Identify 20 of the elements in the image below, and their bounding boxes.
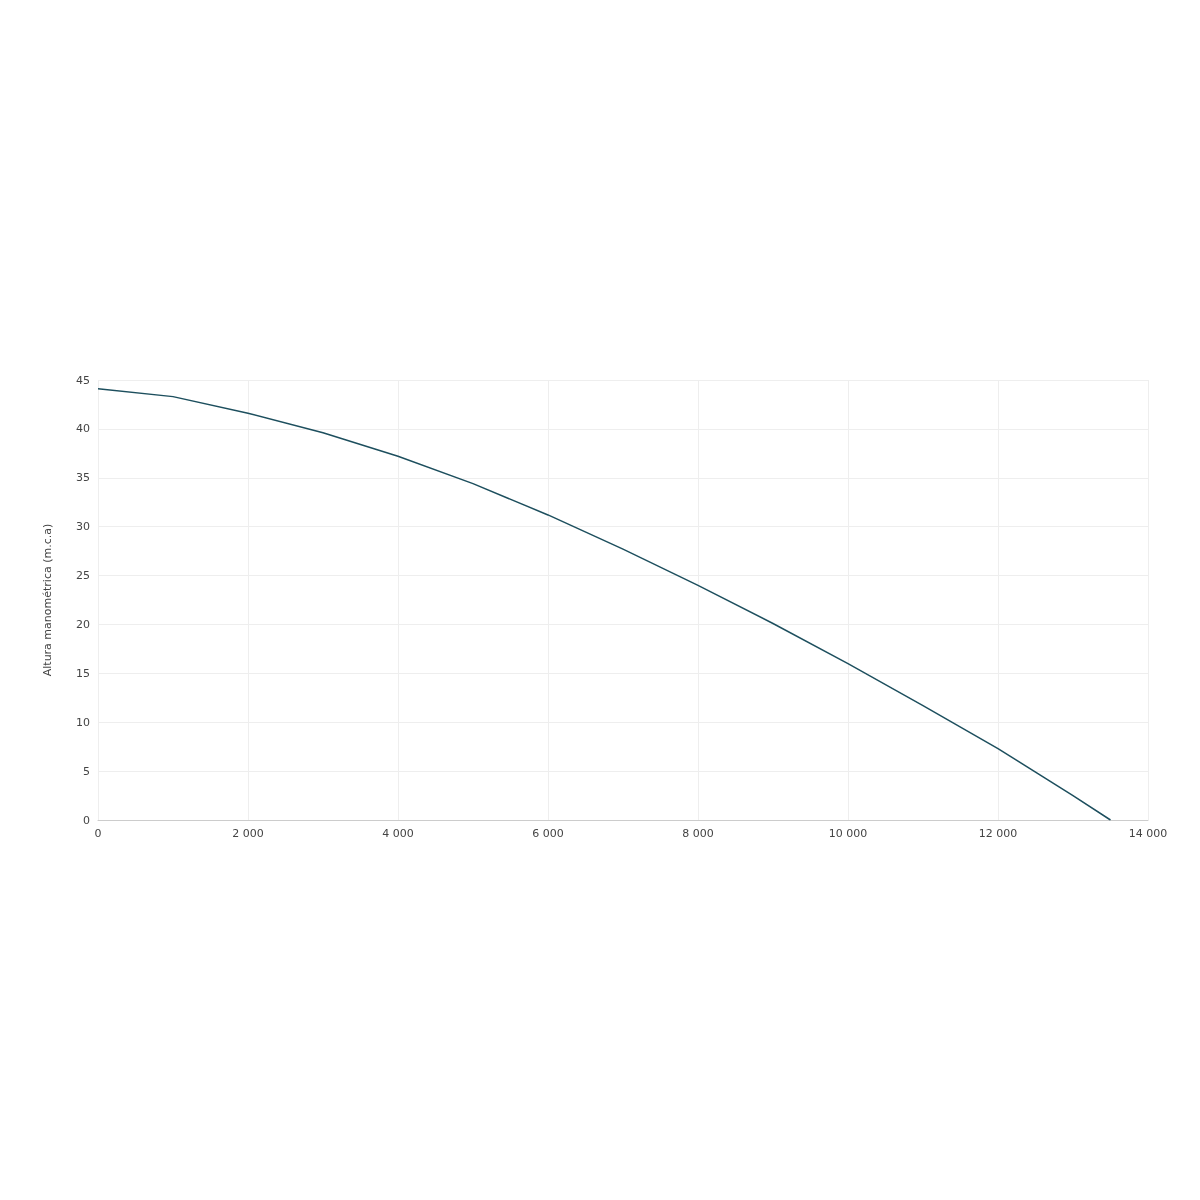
y-tick-label: 0	[83, 813, 90, 827]
y-tick-label: 45	[76, 373, 90, 387]
y-tick-label: 40	[76, 422, 90, 436]
y-tick-label: 30	[76, 520, 90, 534]
x-tick-label: 6 000	[532, 827, 564, 840]
x-tick-label: 10 000	[828, 827, 868, 840]
x-tick-label: 14 000	[1128, 827, 1168, 840]
y-tick-label: 10	[76, 715, 90, 729]
y-tick-label: 20	[76, 617, 90, 631]
x-tick-label: 4 000	[382, 827, 414, 840]
y-tick-label: 5	[83, 764, 90, 778]
x-tick-label: 0	[94, 827, 102, 840]
y-tick-label: 25	[76, 569, 90, 583]
y-tick-label: 35	[76, 471, 90, 485]
y-axis-title: Altura manométrica (m.c.a)	[41, 523, 54, 677]
x-tick-label: 2 000	[232, 827, 264, 840]
y-tick-label: 15	[76, 666, 90, 680]
line-series	[97, 388, 1112, 821]
x-tick-label: 12 000	[978, 827, 1018, 840]
x-tick-label: 8 000	[682, 827, 714, 840]
